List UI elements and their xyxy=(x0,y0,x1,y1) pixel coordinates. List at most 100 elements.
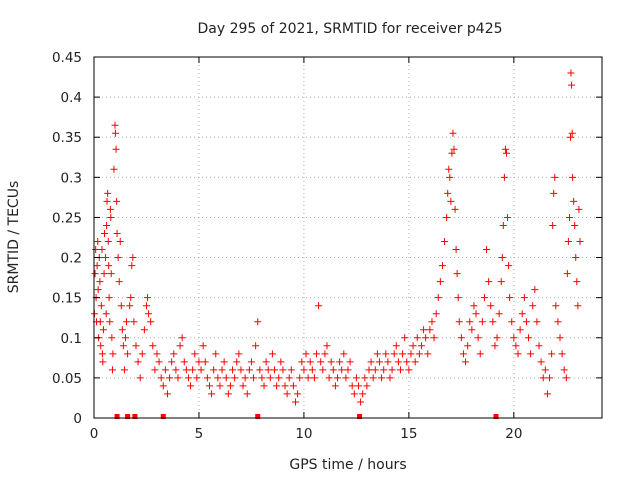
data-point xyxy=(386,374,394,382)
data-point xyxy=(113,197,121,205)
data-point xyxy=(508,318,516,326)
x-tick-label: 10 xyxy=(295,426,312,442)
y-axis-label: SRMTID / TECUs xyxy=(6,181,22,294)
data-point xyxy=(163,390,171,398)
data-point xyxy=(98,246,106,254)
data-point xyxy=(520,294,528,302)
y-tick-label: 0.35 xyxy=(52,130,82,146)
data-point xyxy=(231,374,239,382)
data-point xyxy=(323,342,331,350)
data-point xyxy=(568,81,576,89)
data-point xyxy=(478,318,486,326)
data-point xyxy=(535,342,543,350)
gap-marker xyxy=(493,414,499,419)
data-point xyxy=(446,173,454,181)
data-point xyxy=(390,350,398,358)
data-point xyxy=(546,374,554,382)
data-point xyxy=(129,254,137,262)
data-point xyxy=(208,390,216,398)
data-point xyxy=(127,294,135,302)
data-point xyxy=(266,374,274,382)
data-point xyxy=(572,254,580,262)
data-point xyxy=(554,318,562,326)
data-point xyxy=(187,382,195,390)
data-point xyxy=(537,358,545,366)
data-point xyxy=(575,205,583,213)
data-point xyxy=(298,358,306,366)
data-point xyxy=(567,133,575,141)
data-point xyxy=(560,366,568,374)
data-point xyxy=(413,334,421,342)
data-point xyxy=(199,342,207,350)
data-point xyxy=(448,149,456,157)
data-point xyxy=(226,382,234,390)
data-point xyxy=(107,213,115,221)
data-point xyxy=(527,350,535,358)
data-point xyxy=(140,326,148,334)
data-point xyxy=(533,318,541,326)
data-point xyxy=(441,238,449,246)
data-point xyxy=(201,358,209,366)
data-point xyxy=(331,382,339,390)
data-point xyxy=(438,262,446,270)
data-point xyxy=(296,374,304,382)
data-point xyxy=(563,270,571,278)
data-point xyxy=(444,189,452,197)
gap-marker xyxy=(125,414,131,419)
x-tick-label: 5 xyxy=(195,426,204,442)
data-point xyxy=(567,69,575,77)
data-point xyxy=(525,334,533,342)
data-point xyxy=(189,366,197,374)
data-point xyxy=(454,294,462,302)
data-point xyxy=(260,382,268,390)
data-point xyxy=(115,278,123,286)
data-point xyxy=(384,358,392,366)
data-point xyxy=(116,238,124,246)
data-point xyxy=(551,173,559,181)
data-point xyxy=(287,366,295,374)
data-point xyxy=(359,390,367,398)
data-point xyxy=(97,342,105,350)
data-point xyxy=(124,350,132,358)
data-point xyxy=(570,197,578,205)
data-point xyxy=(102,310,110,318)
data-point xyxy=(455,318,463,326)
data-point xyxy=(382,350,390,358)
data-point xyxy=(142,302,150,310)
data-point xyxy=(568,129,576,137)
data-point xyxy=(430,334,438,342)
data-point xyxy=(155,358,163,366)
data-point xyxy=(130,318,138,326)
x-tick-labels: 0 5 10 15 20 xyxy=(90,426,523,442)
data-point xyxy=(182,366,190,374)
data-point xyxy=(436,278,444,286)
y-tick-label: 0.4 xyxy=(61,90,82,106)
data-point xyxy=(403,358,411,366)
data-point xyxy=(218,366,226,374)
data-point xyxy=(564,238,572,246)
data-point xyxy=(502,149,510,157)
data-point xyxy=(220,358,228,366)
data-point xyxy=(470,302,478,310)
data-point xyxy=(310,374,318,382)
data-point xyxy=(569,173,577,181)
data-point xyxy=(417,342,425,350)
data-point xyxy=(151,366,159,374)
data-point xyxy=(193,374,201,382)
data-point xyxy=(94,238,102,246)
data-point xyxy=(447,197,455,205)
data-point xyxy=(510,334,518,342)
data-point xyxy=(407,350,415,358)
data-point xyxy=(415,350,423,358)
data-point xyxy=(229,366,237,374)
data-point xyxy=(485,278,493,286)
data-point xyxy=(464,342,472,350)
data-point xyxy=(342,374,350,382)
data-point xyxy=(354,382,362,390)
data-point xyxy=(357,398,365,406)
data-point xyxy=(500,173,508,181)
data-point xyxy=(319,366,327,374)
data-point xyxy=(367,358,375,366)
data-point xyxy=(273,382,281,390)
data-point xyxy=(195,358,203,366)
